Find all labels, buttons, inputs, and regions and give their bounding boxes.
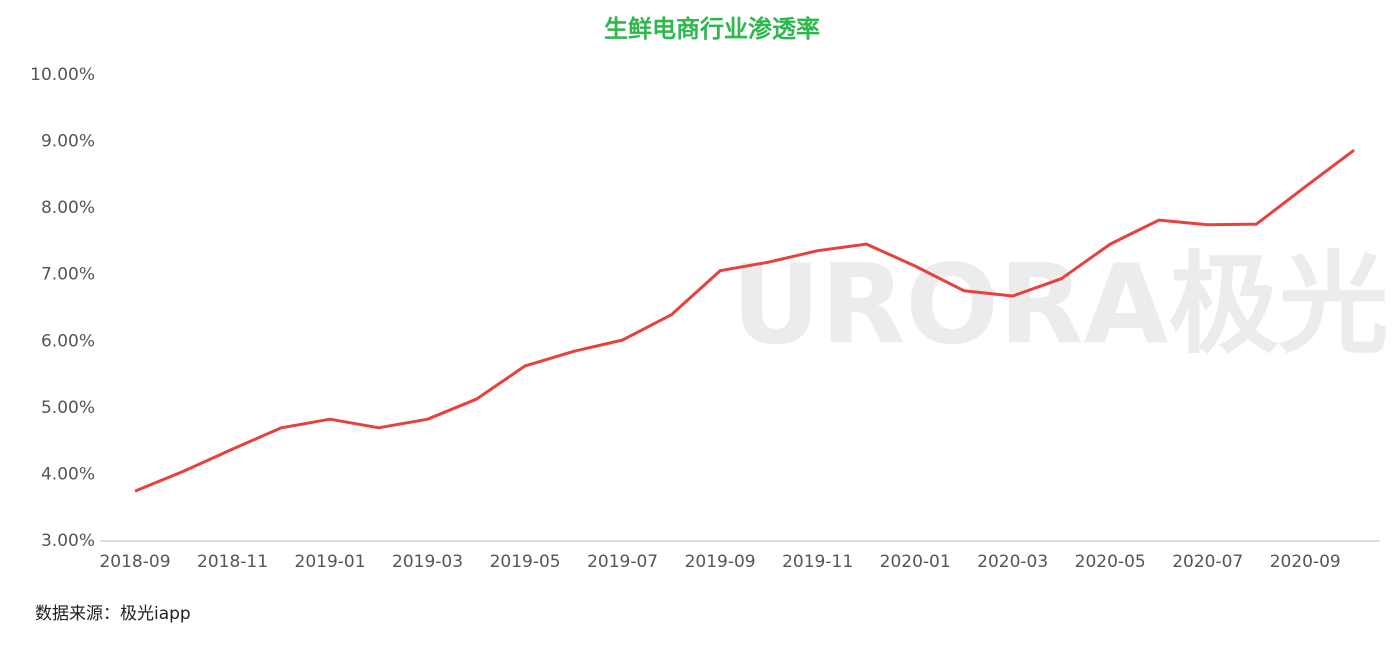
y-tick-label: 9.00% — [41, 132, 95, 152]
x-tick-label: 2019-01 — [295, 552, 366, 572]
y-tick-label: 3.00% — [41, 531, 95, 551]
x-tick-label: 2020-07 — [1172, 552, 1243, 572]
y-tick-label: 8.00% — [41, 198, 95, 218]
watermark: URORA极光 — [731, 240, 1388, 368]
x-tick-label: 2020-01 — [880, 552, 951, 572]
x-tick-label: 2019-05 — [490, 552, 561, 572]
y-tick-label: 7.00% — [41, 265, 95, 285]
y-tick-label: 5.00% — [41, 398, 95, 418]
x-tick-label: 2020-09 — [1270, 552, 1341, 572]
x-tick-label: 2020-03 — [977, 552, 1048, 572]
y-tick-label: 4.00% — [41, 464, 95, 484]
y-tick-label: 6.00% — [41, 331, 95, 351]
y-tick-label: 10.00% — [30, 65, 95, 85]
line — [134, 149, 1355, 493]
x-tick-label: 2019-07 — [587, 552, 658, 572]
x-tick-label: 2020-05 — [1075, 552, 1146, 572]
x-tick-label: 2019-03 — [392, 552, 463, 572]
x-tick-label: 2018-11 — [197, 552, 268, 572]
x-tick-label: 2018-09 — [99, 552, 170, 572]
chart-title: 生鲜电商行业渗透率 — [604, 15, 820, 43]
x-tick-label: 2019-09 — [685, 552, 756, 572]
source-note: 数据来源：极光iapp — [35, 604, 191, 624]
x-tick-label: 2019-11 — [782, 552, 853, 572]
